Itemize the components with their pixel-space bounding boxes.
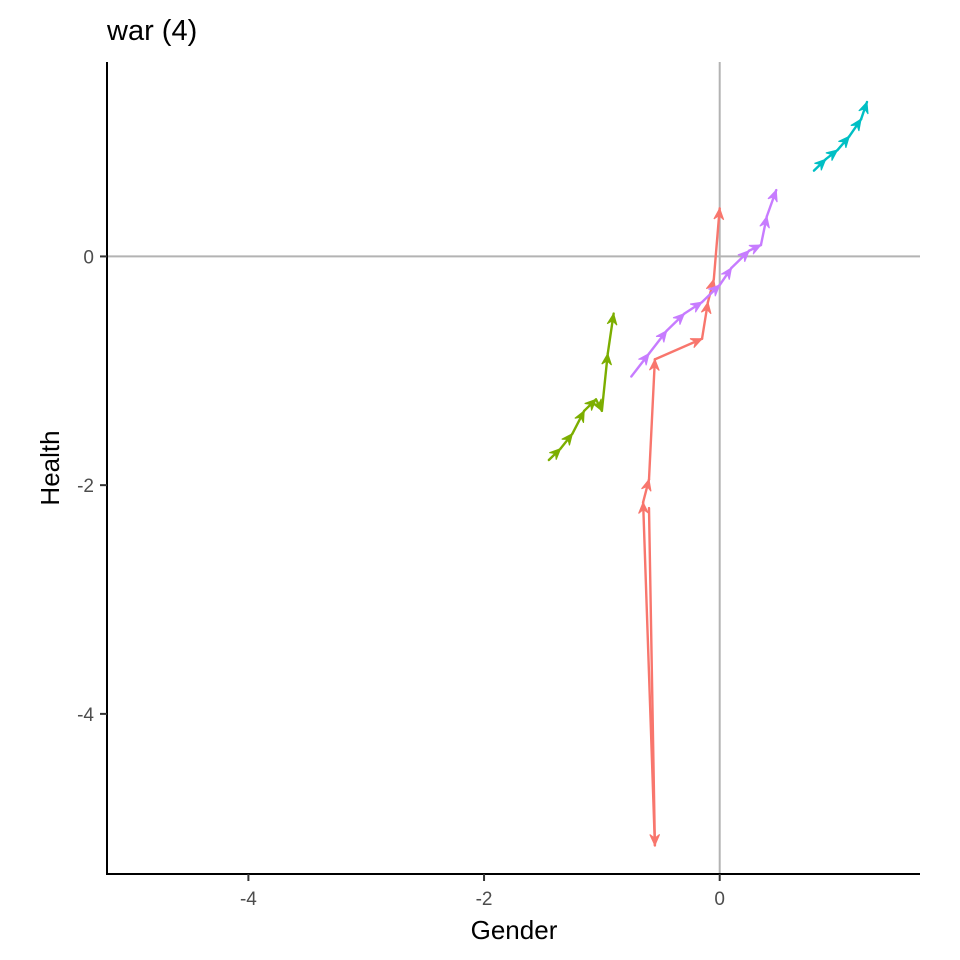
series-2-arrowhead [549,447,562,460]
y-tick-label: -2 [77,476,94,497]
series-4-arrowhead [720,266,733,280]
series-4-arrowhead [748,244,763,255]
series-4-arrowhead [708,284,721,297]
series-4-arrowhead [672,312,686,325]
chart-title: war (4) [106,15,197,47]
series-2-arrowhead [574,409,585,424]
x-axis-label: Gender [471,915,558,945]
ticks-layer: -4 -2 0 -4 -2 0 [77,247,725,910]
series-4-arrowhead [689,301,704,313]
series-1-arrowhead [700,300,712,315]
series-2-arrowhead [592,398,603,412]
series-1-segment [653,337,704,361]
series-3-arrowhead [838,135,851,148]
series-2-arrowhead [606,312,618,326]
series-1-segment [647,358,657,481]
axes-layer [106,62,920,875]
series-1-segment [712,207,721,281]
series-4-arrowhead [767,188,778,203]
series-4-arrowhead [737,249,751,263]
series-3-arrowhead [814,158,827,171]
series-3-arrowhead [850,118,862,132]
series-2-arrowhead [601,352,612,366]
y-tick-label: 0 [83,247,94,268]
series-layer [547,100,869,847]
series-3-arrowhead [825,149,839,161]
series-3 [812,100,869,172]
series-4 [630,188,778,378]
series-2-arrowhead [561,432,574,446]
series-1-arrowhead [641,478,652,492]
series-1-arrowhead [638,501,649,514]
y-axis-label: Health [35,430,65,505]
series-1-arrowhead [649,358,660,371]
x-tick-label: -2 [476,889,493,910]
series-2 [547,312,618,462]
x-tick-label: 0 [714,889,725,910]
series-1 [638,207,725,847]
series-4-arrowhead [655,329,668,343]
series-2-arrowhead [584,398,597,411]
series-1-arrowhead [713,207,725,221]
series-4-arrowhead [638,352,650,366]
reference-lines [107,62,920,874]
series-1-arrowhead [689,338,704,348]
series-4-arrowhead [759,215,770,229]
x-tick-label: -4 [240,889,257,910]
y-tick-label: -4 [77,705,94,726]
series-1-segment [641,501,657,847]
series-2-segment [600,352,609,413]
series-3-arrowhead [858,100,869,115]
